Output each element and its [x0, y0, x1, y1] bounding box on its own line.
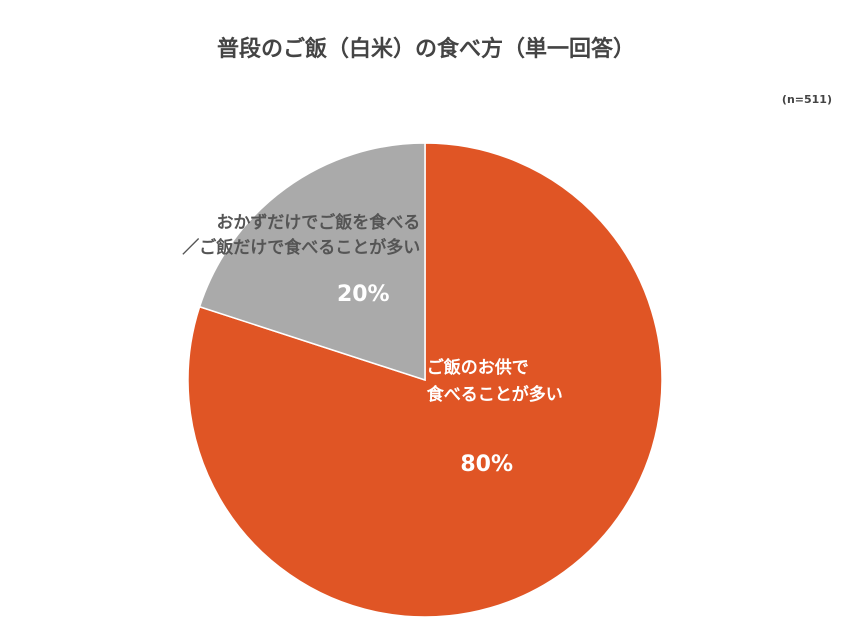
value-label: 20% — [337, 282, 390, 307]
slice-label: ご飯のお供で — [427, 357, 529, 378]
chart-title: 普段のご飯（白米）の食べ方（単一回答） — [217, 36, 635, 62]
slice-label: おかずだけでご飯を食べる — [216, 212, 420, 233]
value-label: 80% — [460, 452, 513, 477]
slice-label: ／ご飯だけで食べることが多い — [182, 237, 420, 258]
pie-slice — [198, 142, 426, 382]
slice-label: 食べることが多い — [427, 384, 563, 405]
chart-subtitle: (n=511) — [782, 93, 832, 106]
